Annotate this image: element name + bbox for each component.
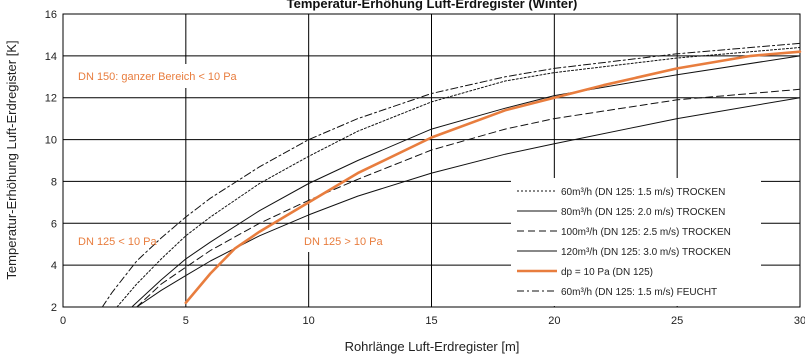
y-tick-label: 10 — [45, 135, 57, 147]
x-tick-label: 10 — [303, 315, 315, 327]
x-tick-label: 20 — [548, 315, 560, 327]
annotation-bg — [296, 230, 408, 252]
chart-title: Temperatur-Erhöhung Luft-Erdregister (Wi… — [287, 0, 578, 11]
annotation-bg — [68, 230, 176, 252]
y-tick-label: 2 — [51, 302, 57, 314]
legend-label-5: dp = 10 Pa (DN 125) — [561, 267, 653, 278]
y-tick-label: 12 — [45, 93, 57, 105]
annotation-label-3: DN 125 > 10 Pa — [304, 236, 383, 248]
legend-label-3: 100m³/h (DN 125: 2.5 m/s) TROCKEN — [561, 227, 731, 238]
tick-labels: 0 5 10 15 20 25 30 2 4 6 8 10 12 14 16 — [45, 9, 805, 327]
legend-label-2: 80m³/h (DN 125: 2.0 m/s) TROCKEN — [561, 207, 725, 218]
x-tick-label: 30 — [794, 315, 805, 327]
y-tick-label: 14 — [45, 51, 57, 63]
series-line-4 — [136, 97, 801, 308]
y-tick-label: 4 — [51, 260, 57, 272]
legend-label-4: 120m³/h (DN 125: 3.0 m/s) TROCKEN — [561, 247, 731, 258]
y-tick-label: 6 — [51, 218, 57, 230]
x-axis-label: Rohrlänge Luft-Erdregister [m] — [345, 339, 520, 354]
y-axis-label: Temperatur-Erhöhung Luft-Erdregister [K] — [4, 40, 19, 279]
series-layer — [101, 42, 802, 308]
legend: 60m³/h (DN 125: 1.5 m/s) TROCKEN 80m³/h (… — [511, 178, 761, 306]
legend-label-6: 60m³/h (DN 125: 1.5 m/s) FEUCHT — [561, 287, 717, 298]
annotation-bg — [68, 64, 286, 88]
x-tick-label: 0 — [60, 315, 66, 327]
legend-label-1: 60m³/h (DN 125: 1.5 m/s) TROCKEN — [561, 187, 725, 198]
series-line-5 — [184, 50, 802, 305]
plot-frame — [62, 13, 801, 308]
annotation-label-2: DN 125 < 10 Pa — [78, 236, 157, 248]
annotation-backgrounds — [68, 64, 408, 252]
legend-box — [511, 178, 761, 306]
series-line-3 — [136, 88, 801, 308]
x-tick-label: 5 — [183, 315, 189, 327]
y-tick-label: 8 — [51, 176, 57, 188]
annotations: DN 150: ganzer Bereich < 10 Pa DN 125 < 1… — [78, 71, 383, 248]
y-tick-label: 16 — [45, 9, 57, 21]
x-tick-label: 15 — [425, 315, 437, 327]
x-tick-label: 25 — [671, 315, 683, 327]
series-line-6 — [101, 42, 801, 308]
annotation-label-1: DN 150: ganzer Bereich < 10 Pa — [78, 71, 238, 83]
series-line-1 — [116, 47, 801, 308]
